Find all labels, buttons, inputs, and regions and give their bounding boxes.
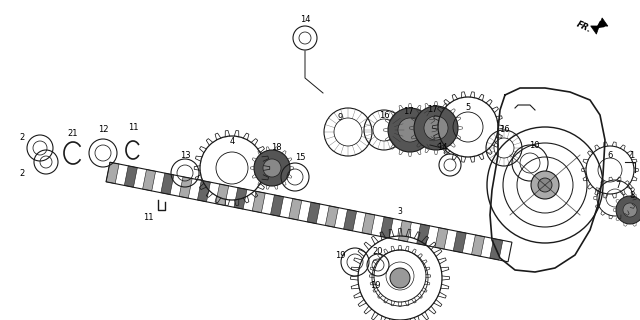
Polygon shape [179,177,192,198]
Polygon shape [417,224,429,245]
Circle shape [263,159,281,177]
Text: 8: 8 [629,190,635,199]
Text: 16: 16 [499,125,509,134]
Circle shape [388,108,432,152]
Text: 17: 17 [427,106,437,115]
Polygon shape [490,238,503,260]
Polygon shape [234,188,247,209]
Text: FR.: FR. [575,20,593,34]
Text: 14: 14 [300,15,310,25]
Polygon shape [106,162,119,184]
Text: 13: 13 [180,150,190,159]
Polygon shape [124,166,138,187]
Text: 10: 10 [529,140,540,149]
Polygon shape [472,235,484,256]
Circle shape [414,106,458,150]
Text: 15: 15 [295,154,305,163]
Polygon shape [289,198,302,220]
Text: 12: 12 [98,125,108,134]
Polygon shape [143,170,156,191]
Polygon shape [591,18,608,34]
Polygon shape [453,231,467,253]
Polygon shape [344,210,356,231]
Polygon shape [216,184,228,205]
Polygon shape [252,191,265,213]
Text: 19: 19 [370,282,380,291]
Circle shape [531,171,559,199]
Polygon shape [307,202,320,224]
Circle shape [538,178,552,192]
Text: 5: 5 [465,102,470,111]
Circle shape [254,150,290,186]
Text: 2: 2 [19,169,24,178]
Polygon shape [325,206,339,227]
Text: 7: 7 [615,180,621,189]
Polygon shape [161,173,174,195]
Polygon shape [271,195,284,216]
Text: 21: 21 [68,129,78,138]
Text: 6: 6 [607,150,612,159]
Polygon shape [197,180,211,202]
Text: 2: 2 [19,133,24,142]
Polygon shape [435,228,448,249]
Text: 9: 9 [337,114,342,123]
Circle shape [390,268,410,288]
Text: 16: 16 [379,110,389,119]
Text: 17: 17 [403,108,413,116]
Text: 4: 4 [229,138,235,147]
Text: 11: 11 [128,124,138,132]
Circle shape [424,116,448,140]
Polygon shape [362,213,375,235]
Circle shape [616,196,640,224]
Circle shape [398,118,422,142]
Text: 11: 11 [143,213,153,222]
Text: 1: 1 [629,150,635,159]
Text: 20: 20 [372,247,383,257]
Polygon shape [399,220,412,242]
Text: 18: 18 [271,143,282,153]
Circle shape [623,203,637,217]
Text: 19: 19 [335,251,345,260]
Text: 3: 3 [397,207,403,217]
Text: 14: 14 [436,143,447,153]
Polygon shape [380,217,393,238]
